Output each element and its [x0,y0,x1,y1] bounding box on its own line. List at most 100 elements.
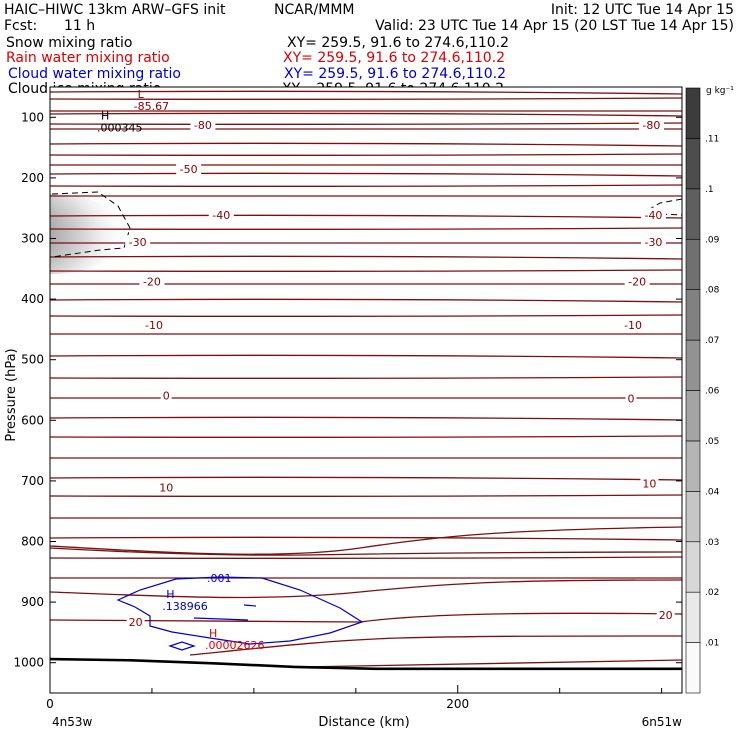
isotherm-labels: -80 -80 -50 -40 -40 -30 -30 -20 -20 -10 -10 0 0 10 10 2… [125,118,675,629]
field-cloudwater-xy: XY= 259.5, 91.6 to 274.6,110.2 [284,66,506,82]
isotherm-line [50,314,682,317]
colorbar-label: .03 [705,538,719,548]
snow-contour [51,191,131,258]
isotherm-label: 10 [642,477,656,490]
isotherm-line [50,526,682,555]
x-tick-label: 200 [446,697,469,711]
isotherm-label-bg [176,161,202,175]
field-rain-xy: XY= 259.5, 91.6 to 274.6,110.2 [283,50,505,66]
extremum-value: .000345 [97,122,143,135]
x-axis: 0 200 [46,685,663,711]
isotherm-line [50,536,682,541]
y-tick-label: 400 [21,292,44,306]
colorbar-swatch [685,440,701,492]
isotherm-label: -80 [642,119,660,132]
isotherm-line [50,376,682,379]
surface-terrain-line [50,657,682,671]
isotherm-line [50,494,682,497]
isotherm-label: -20 [143,276,161,289]
colorbar-swatch [685,339,701,391]
isotherm-label-bg [141,318,167,332]
isotherm-line [50,354,682,359]
isotherm-line [50,112,682,117]
field-rain-name: Rain water mixing ratio [6,50,170,66]
isotherm-line [50,142,682,147]
cloud-water-contours [116,576,364,651]
cloud-water-inner [193,617,249,621]
isotherm-line [50,269,682,272]
isotherm-label-bg [190,118,216,132]
y-tick-label: 800 [21,535,44,549]
plot-area: .001 -80 -80 -50 -40 -40 -30 -30 -20 -20 -10 -10 0 0… [50,87,682,693]
fcst-label: Fcst: [4,18,37,34]
init-time: Init: 12 UTC Tue 14 Apr 15 [551,2,734,18]
colorbar-swatch [685,87,701,139]
isotherm-label: -10 [624,319,642,332]
isotherm-line [50,214,682,219]
isotherm-label-bg [126,615,145,629]
isotherm-label-bg [640,235,666,249]
colorbar-label: .04 [705,487,720,497]
colorbar-unit: g kg⁻¹ [706,86,734,96]
isotherm-label-bg [208,207,234,221]
plot-frame [49,86,683,694]
isotherm-label-bg [139,274,165,288]
extremum-kind: H [101,110,109,123]
colorbar-swatch [685,188,701,240]
colorbar-label: .06 [705,387,720,397]
extremum-value: .138966 [162,600,208,613]
colorbar-label: .11 [705,134,719,144]
extremum-kind: H [209,627,217,640]
isotherm-label: 0 [163,389,170,402]
isotherm-line [50,556,682,559]
isotherm-label-bg [640,207,666,221]
cloud-water-outer [116,576,364,645]
y-tick-label: 600 [21,413,44,427]
isotherm-label-bg [157,480,176,494]
field-snow-xy: XY= 259.5, 91.6 to 274.6,110.2 [287,35,509,51]
colorbar-swatch [685,491,701,543]
isotherm-label-bg [620,318,646,332]
isotherm-label: 20 [659,609,673,622]
isotherm-line [50,90,682,95]
temperature-isotherms [50,90,682,668]
colorbar-swatch [685,138,701,190]
valid-time: Valid: 23 UTC Tue 14 Apr 15 (20 LST Tue … [375,18,734,34]
y-tick-label: 700 [21,474,44,488]
field-snow-name: Snow mixing ratio [6,35,132,51]
isotherm-label-bg [656,607,675,621]
colorbar-label: .05 [705,437,719,447]
colorbar-label: .01 [705,639,719,649]
y-tick-label: 100 [21,110,44,124]
isotherm-label: -40 [644,209,662,222]
isotherm-label: -20 [628,276,646,289]
colorbar-swatch [685,390,701,442]
colorbar-swatch [685,541,701,593]
isotherm-label: 20 [129,616,143,629]
y-tick-label: 500 [21,353,44,367]
isotherm-label: 10 [159,482,173,495]
isotherm-label: -30 [644,236,662,249]
isotherm-line [50,172,682,177]
y-tick-label: 200 [21,171,44,185]
x-axis-label: Distance (km) [318,715,409,730]
isotherm-line [50,227,682,230]
colorbar-label: .02 [705,588,719,598]
model-title: HAIC–HIWC 13km ARW–GFS init [4,2,226,18]
colorbar: .01 .02 .03 .04 .05 .06 .07 .08 .09 .1 .11 [685,87,720,694]
isotherm-line [50,476,682,481]
isotherm-line [50,122,682,125]
y-tick-label: 900 [21,595,44,609]
isotherm-label-bg [160,388,172,402]
isotherm-label: -40 [212,209,230,222]
header: HAIC–HIWC 13km ARW–GFS init NCAR/MMM Ini… [4,2,734,97]
isotherm-label: -10 [145,319,163,332]
isotherm-line [50,435,682,438]
isotherm-line [50,97,682,100]
colorbar-swatch [685,238,701,290]
fcst-value: 11 h [64,18,95,34]
org-label: NCAR/MMM [274,2,355,18]
